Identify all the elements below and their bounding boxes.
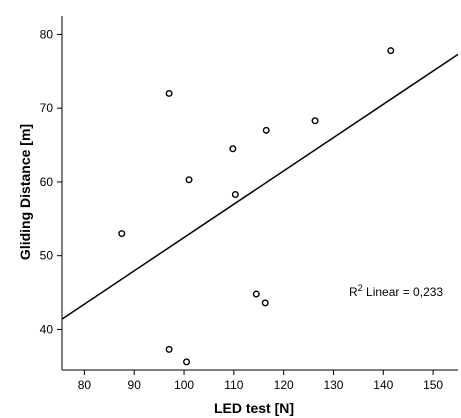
data-point [165,345,173,353]
x-tick-label: 150 [423,378,443,392]
x-tick-label: 80 [78,378,92,392]
y-tick-label: 60 [40,175,54,189]
data-point [229,145,237,153]
x-tick-label: 130 [323,378,343,392]
x-tick-label: 100 [174,378,194,392]
axes [61,16,458,371]
y-tick-label: 70 [40,101,54,115]
fit-line [61,53,459,320]
data-point [261,299,269,307]
r-squared-suffix: Linear = 0,233 [363,285,444,299]
data-point [183,358,191,366]
x-tick-label: 120 [274,378,294,392]
data-point [231,190,239,198]
y-tick-label: 80 [40,27,54,41]
data-point [387,47,395,55]
y-tick-label: 40 [40,322,54,336]
y-axis-title: Gliding Distance [m] [17,124,33,260]
data-point [252,290,260,298]
data-point [118,230,126,238]
data-points [118,47,395,366]
x-axis-title: LED test [N] [214,400,294,416]
r-squared-superscript: 2 [358,283,363,293]
x-tick-label: 140 [373,378,393,392]
x-tick-label: 110 [224,378,243,392]
ticks: 80 90 100 110 120 130 140 150 40 50 60 70 80 [40,27,444,392]
y-tick-label: 50 [40,249,54,263]
r-squared-prefix: R [349,285,358,299]
r-squared-annotation: R2 Linear = 0,233 [349,283,443,299]
data-point [262,126,270,134]
data-point [165,89,173,97]
x-tick-label: 90 [128,378,142,392]
data-point [185,176,193,184]
data-point [311,117,319,125]
